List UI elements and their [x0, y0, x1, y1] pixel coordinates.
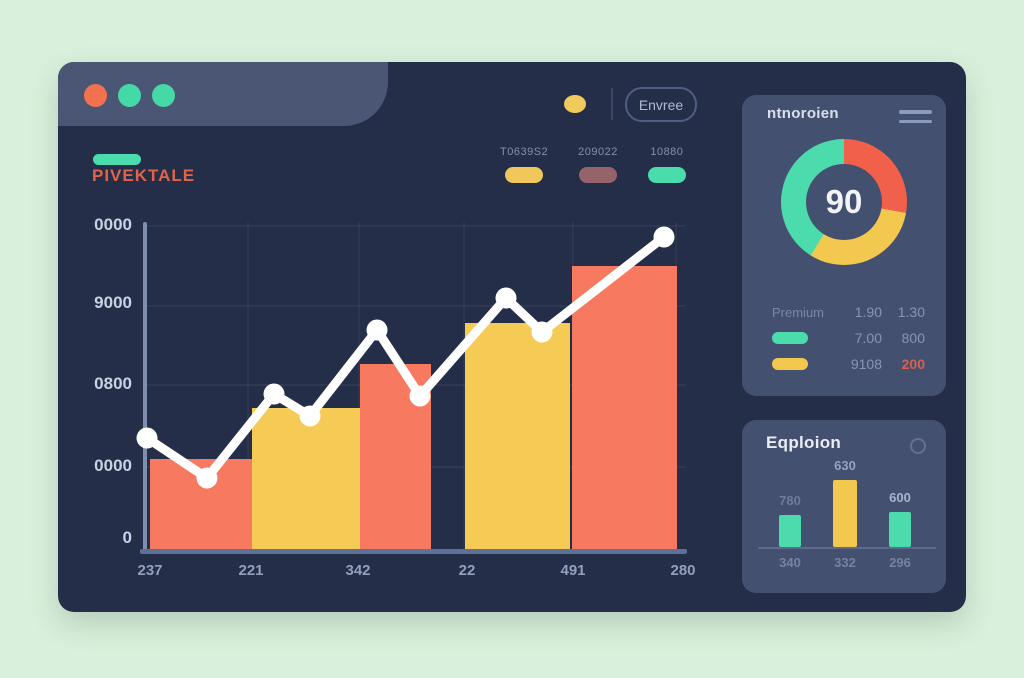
- legend-item-0[interactable]: T0639S2: [500, 146, 548, 183]
- y-tick: 0000: [94, 215, 132, 234]
- line-point: [366, 319, 388, 341]
- mini-bar-1[interactable]: [833, 480, 857, 547]
- circle-icon[interactable]: [910, 438, 926, 454]
- stat-row-2: 9108 200: [772, 351, 925, 377]
- legend-item-2[interactable]: 10880: [647, 146, 686, 183]
- y-tick: 0000: [94, 456, 132, 475]
- stat-value-1: 7.00: [854, 330, 882, 346]
- app-window: PIVEKTALE Envree T0639S2 209022 10880 0000…: [58, 62, 966, 612]
- chart-legend: T0639S2 209022 10880: [500, 146, 686, 183]
- chart-bar-4[interactable]: [572, 266, 677, 549]
- notification-dot: [564, 95, 586, 113]
- stat-value-1: 1.90: [854, 304, 882, 320]
- x-tick: 221: [238, 562, 264, 579]
- y-tick: 0800: [94, 374, 132, 393]
- x-tick: 280: [670, 562, 696, 579]
- traffic-light-2[interactable]: [152, 84, 175, 107]
- x-axis-line: [140, 549, 687, 554]
- mini-bar-bottom-label: 296: [889, 555, 911, 570]
- mini-bar-top-label: 600: [889, 490, 911, 505]
- chart-bar-1[interactable]: [252, 408, 360, 549]
- line-point: [653, 226, 675, 248]
- stat-value-2: 1.30: [897, 304, 925, 320]
- x-tick: 491: [560, 562, 586, 579]
- y-tick: 9000: [94, 293, 132, 312]
- line-point: [263, 383, 285, 405]
- mini-bar-bottom-label: 332: [834, 555, 856, 570]
- topbar-divider: [611, 88, 613, 120]
- line-point: [196, 467, 218, 489]
- stat-swatch: [772, 332, 808, 344]
- traffic-light-0[interactable]: [84, 84, 107, 107]
- mini-bar-2[interactable]: [889, 512, 911, 547]
- line-point: [299, 405, 321, 427]
- line-point: [531, 321, 553, 343]
- legend-swatch: [647, 167, 686, 183]
- y-axis-line: [143, 222, 147, 553]
- mini-bar-bottom-label: 340: [779, 555, 801, 570]
- legend-swatch: [505, 167, 544, 183]
- stat-value-2: 200: [901, 356, 925, 372]
- legend-item-1[interactable]: 209022: [578, 146, 618, 183]
- stat-row-1: 7.00 800: [772, 325, 925, 351]
- stat-value-2: 800: [901, 330, 925, 346]
- mini-chart-panel: Eqploion 780 340 630 332 600 296: [742, 420, 946, 593]
- mini-bar-0[interactable]: [779, 515, 801, 547]
- x-tick: 237: [137, 562, 163, 579]
- gridline-v: [247, 222, 249, 549]
- gridline-h: [145, 305, 685, 307]
- y-tick: 0: [122, 528, 132, 547]
- envee-button[interactable]: Envree: [625, 87, 697, 122]
- page-title: PIVEKTALE: [92, 166, 196, 185]
- window-tab: [58, 62, 388, 126]
- stat-rows: Premium 1.90 1.30 7.00 800 9108 200: [772, 299, 925, 377]
- line-point: [495, 287, 517, 309]
- main-plot: [136, 222, 685, 549]
- donut-hole: 90: [806, 164, 882, 240]
- mini-panel-title: Eqploion: [766, 433, 842, 452]
- accent-dash: [93, 154, 141, 165]
- trend-line: [136, 226, 675, 489]
- gridline-v: [463, 222, 465, 549]
- mini-bar-top-label: 780: [779, 493, 801, 508]
- gridline-h: [145, 225, 685, 227]
- donut-chart: 90: [781, 139, 907, 265]
- donut-panel-title: ntnoroien: [767, 105, 839, 122]
- x-tick: 342: [345, 562, 371, 579]
- stat-row-key: Premium: [772, 304, 825, 320]
- line-point: [136, 427, 158, 449]
- gridline-v: [358, 222, 360, 549]
- stat-value-1: 9108: [850, 356, 882, 372]
- mini-bar-top-label: 630: [834, 458, 856, 473]
- menu-icon[interactable]: [899, 110, 932, 123]
- line-point: [409, 385, 431, 407]
- donut-panel: ntnoroien 90 Premium 1.90 1.30 7.00 800 9108 2…: [742, 95, 946, 396]
- stat-swatch: [772, 358, 808, 370]
- legend-label: T0639S2: [500, 146, 549, 158]
- stat-row-key: [772, 358, 832, 370]
- mini-baseline: [758, 547, 936, 549]
- x-tick: 22: [458, 562, 476, 579]
- stat-row-0: Premium 1.90 1.30: [772, 299, 925, 325]
- donut-center-value: 90: [825, 183, 863, 220]
- legend-label: 10880: [650, 146, 684, 158]
- stat-row-key: [772, 332, 832, 344]
- chart-bar-3[interactable]: [465, 323, 570, 549]
- legend-label: 209022: [578, 146, 618, 158]
- legend-swatch: [579, 167, 618, 183]
- traffic-light-1[interactable]: [118, 84, 141, 107]
